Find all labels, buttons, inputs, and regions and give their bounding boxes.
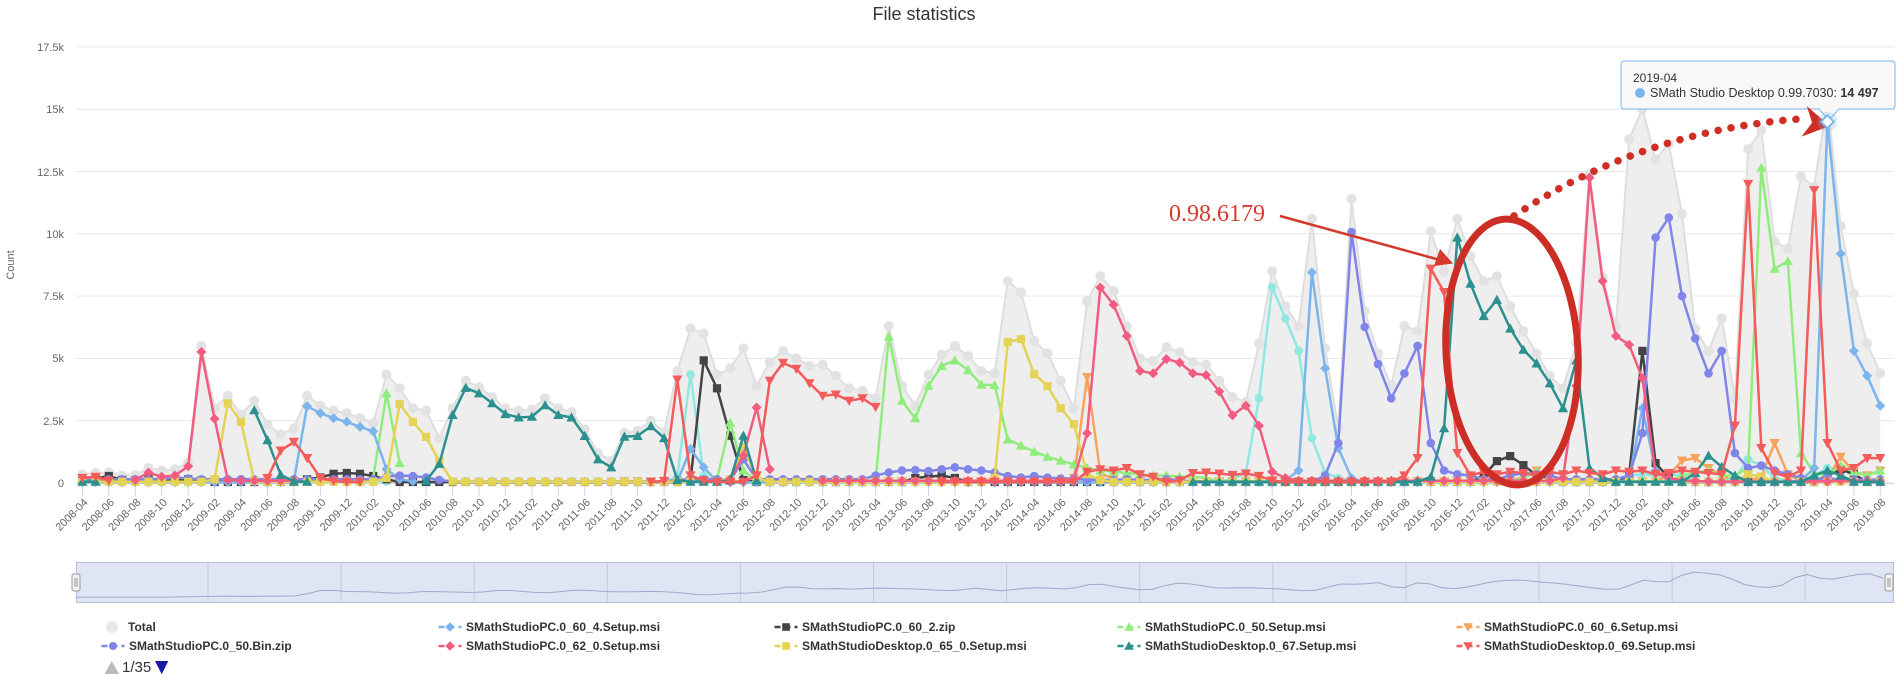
svg-text:SMathStudioPC.0_60_2.zip: SMathStudioPC.0_60_2.zip [802,620,955,634]
svg-text:2.5k: 2.5k [43,416,64,428]
svg-text:SMathStudioPC.0_60_4.Setup.msi: SMathStudioPC.0_60_4.Setup.msi [466,620,660,634]
svg-text:Total: Total [128,620,156,634]
svg-text:12.5k: 12.5k [37,167,64,179]
svg-text:SMath Studio Desktop 0.99.7030: SMath Studio Desktop 0.99.7030: 14 497 [1650,86,1879,100]
svg-text:SMathStudioDesktop.0_69.Setup.: SMathStudioDesktop.0_69.Setup.msi [1484,639,1695,653]
svg-text:SMathStudioDesktop.0_65_0.Setu: SMathStudioDesktop.0_65_0.Setup.msi [802,639,1027,653]
svg-text:1/35: 1/35 [122,659,151,676]
svg-text:7.5k: 7.5k [43,291,64,303]
svg-text:SMathStudioPC.0_50.Setup.msi: SMathStudioPC.0_50.Setup.msi [1145,620,1326,634]
svg-text:SMathStudioPC.0_50.Bin.zip: SMathStudioPC.0_50.Bin.zip [129,639,292,653]
svg-text:SMathStudioPC.0_62_0.Setup.msi: SMathStudioPC.0_62_0.Setup.msi [466,639,660,653]
svg-text:0.98.6179: 0.98.6179 [1169,201,1265,227]
svg-text:SMathStudioPC.0_60_6.Setup.msi: SMathStudioPC.0_60_6.Setup.msi [1484,620,1678,634]
svg-text:5k: 5k [52,353,64,365]
svg-text:SMathStudioDesktop.0_67.Setup.: SMathStudioDesktop.0_67.Setup.msi [1145,639,1356,653]
svg-text:17.5k: 17.5k [37,42,64,54]
svg-text:File statistics: File statistics [872,4,975,24]
svg-text:10k: 10k [46,229,64,241]
svg-text:0: 0 [58,478,64,490]
svg-text:15k: 15k [46,104,64,116]
svg-text:2019-04: 2019-04 [1633,71,1677,85]
svg-text:Count: Count [5,250,17,279]
